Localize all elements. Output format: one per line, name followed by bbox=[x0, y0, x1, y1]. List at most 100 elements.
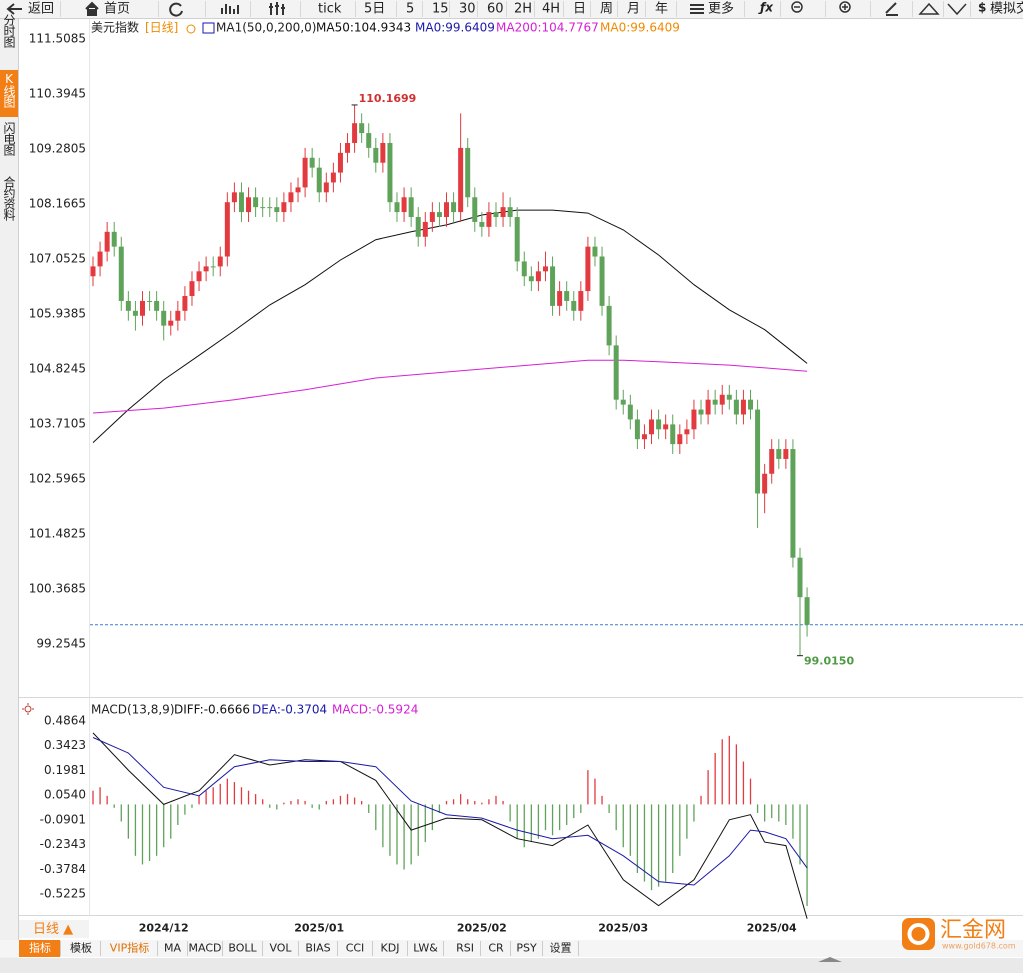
candle-body bbox=[755, 409, 761, 494]
indicator-tab[interactable]: 指标 bbox=[29, 941, 51, 955]
indicator-tab[interactable]: VOL bbox=[269, 942, 292, 955]
candle-body bbox=[147, 300, 153, 302]
period-button-bg[interactable] bbox=[19, 920, 89, 938]
candle-body bbox=[104, 231, 110, 252]
toolbar-button[interactable]: 周 bbox=[600, 2, 613, 17]
candle-body bbox=[196, 271, 202, 282]
side-tab[interactable]: K线图 bbox=[2, 72, 16, 108]
indicator-tab[interactable]: 设置 bbox=[550, 942, 572, 955]
toolbar-button[interactable]: 年 bbox=[655, 2, 668, 17]
indicator-tab[interactable]: BOLL bbox=[228, 942, 257, 955]
indicator-tab[interactable]: CCI bbox=[346, 942, 365, 955]
candle-body bbox=[670, 424, 676, 445]
menu-icon[interactable] bbox=[690, 4, 704, 14]
side-tab[interactable]: 分时图 bbox=[2, 14, 16, 48]
legend-entry: MA0:99.6409 bbox=[600, 21, 680, 35]
logo-name: 汇金网 bbox=[940, 918, 1006, 943]
toolbar-button[interactable]: 首页 bbox=[104, 2, 130, 17]
pen-icon[interactable] bbox=[885, 2, 898, 16]
toolbar-button[interactable]: 5 bbox=[406, 2, 414, 17]
side-tab[interactable]: 合约资料 bbox=[2, 175, 16, 221]
down-triangle-icon[interactable] bbox=[947, 3, 967, 16]
candle-body bbox=[507, 207, 513, 218]
toolbar-button[interactable]: 30 bbox=[459, 2, 476, 17]
candle-body bbox=[486, 212, 492, 227]
zoom-in-icon[interactable] bbox=[839, 1, 851, 13]
candle-body bbox=[451, 202, 457, 213]
back-icon[interactable] bbox=[6, 3, 22, 15]
settings-icon-rays bbox=[22, 703, 34, 715]
y-tick-label: 105.9385 bbox=[29, 306, 86, 320]
chart-icon[interactable] bbox=[221, 4, 239, 14]
indicator-tab[interactable]: PSY bbox=[516, 942, 537, 955]
candle-body bbox=[316, 167, 322, 193]
macd-title: MACD(13,8,9) bbox=[91, 703, 175, 717]
toolbar-button[interactable]: 15 bbox=[432, 2, 449, 17]
toolbar-button[interactable]: tick bbox=[318, 2, 342, 17]
settings-icon[interactable] bbox=[24, 705, 32, 713]
legend-icon[interactable] bbox=[186, 24, 196, 34]
candle-body bbox=[111, 231, 117, 247]
candle-body bbox=[380, 142, 386, 163]
candle-body bbox=[139, 300, 145, 316]
candle-body bbox=[550, 266, 556, 306]
candle-body bbox=[521, 261, 527, 277]
home-icon[interactable] bbox=[85, 1, 99, 16]
toolbar-button[interactable]: 5日 bbox=[364, 2, 385, 17]
indicator-tab[interactable]: MA bbox=[164, 942, 181, 955]
candle-body bbox=[656, 419, 662, 430]
indicator-tab[interactable]: RSI bbox=[456, 942, 474, 955]
y-tick-label: 101.4825 bbox=[29, 526, 86, 540]
indicator-tab[interactable]: LW& bbox=[413, 942, 438, 955]
extreme-label: 99.0150 bbox=[804, 655, 854, 668]
dollar-icon: $ bbox=[978, 1, 986, 15]
logo-icon bbox=[902, 918, 935, 950]
candle-body bbox=[733, 399, 739, 415]
legend-entry: MA0:99.6409 bbox=[415, 21, 495, 35]
indicator-tab[interactable]: CR bbox=[488, 942, 504, 955]
legend-entry: MA50:104.9343 bbox=[316, 21, 411, 35]
refresh-icon[interactable] bbox=[169, 2, 183, 17]
indicator-tab[interactable]: BIAS bbox=[305, 942, 330, 955]
candle-body bbox=[444, 202, 449, 218]
fx-icon[interactable]: ƒx bbox=[758, 1, 774, 15]
candle-body bbox=[458, 147, 464, 213]
y-tick-label: 103.7105 bbox=[29, 416, 86, 430]
period-button[interactable]: 日线 ▲ bbox=[33, 922, 73, 937]
candle-body bbox=[797, 557, 803, 598]
indicator-tab[interactable]: 模板 bbox=[70, 941, 92, 955]
y-tick-label: 100.3685 bbox=[29, 581, 86, 595]
candle-body bbox=[182, 296, 188, 311]
macd-y-tick-label: 0.0540 bbox=[44, 788, 86, 802]
side-tab[interactable]: 闪电图 bbox=[2, 122, 16, 156]
candle-body bbox=[726, 394, 732, 400]
indicator-tab[interactable]: KDJ bbox=[381, 942, 400, 955]
toolbar-button[interactable]: 模拟交 bbox=[990, 1, 1023, 17]
chart-title: 美元指数 bbox=[91, 20, 139, 35]
toolbar-button[interactable]: 60 bbox=[487, 2, 504, 17]
candle-body bbox=[429, 212, 435, 222]
candle-icon[interactable] bbox=[269, 2, 285, 15]
toolbar-button[interactable]: 4H bbox=[542, 2, 560, 17]
indicator-tab[interactable]: VIP指标 bbox=[110, 941, 149, 955]
candle-body bbox=[246, 197, 252, 213]
zoom-out-icon[interactable] bbox=[791, 1, 803, 13]
indicator-tab[interactable]: MACD bbox=[189, 942, 222, 955]
macd-y-tick-label: -0.2343 bbox=[40, 837, 86, 851]
candle-body bbox=[217, 256, 223, 267]
candle-body bbox=[599, 256, 605, 306]
candle-body bbox=[366, 133, 372, 148]
candle-body bbox=[175, 310, 181, 321]
toolbar-button[interactable]: 2H bbox=[514, 2, 532, 17]
candle-body bbox=[564, 291, 570, 301]
toolbar-button[interactable]: 日 bbox=[573, 2, 586, 17]
triangle-icon[interactable] bbox=[918, 2, 940, 15]
scroll-handle[interactable] bbox=[818, 957, 842, 962]
toolbar-button[interactable]: 月 bbox=[627, 2, 640, 17]
x-tick-label: 2025/04 bbox=[747, 922, 797, 935]
toolbar-button[interactable]: 返回 bbox=[28, 2, 54, 17]
candle-body bbox=[203, 266, 209, 272]
toolbar-button[interactable]: 更多 bbox=[708, 1, 734, 17]
legend-box-icon[interactable] bbox=[202, 22, 215, 34]
